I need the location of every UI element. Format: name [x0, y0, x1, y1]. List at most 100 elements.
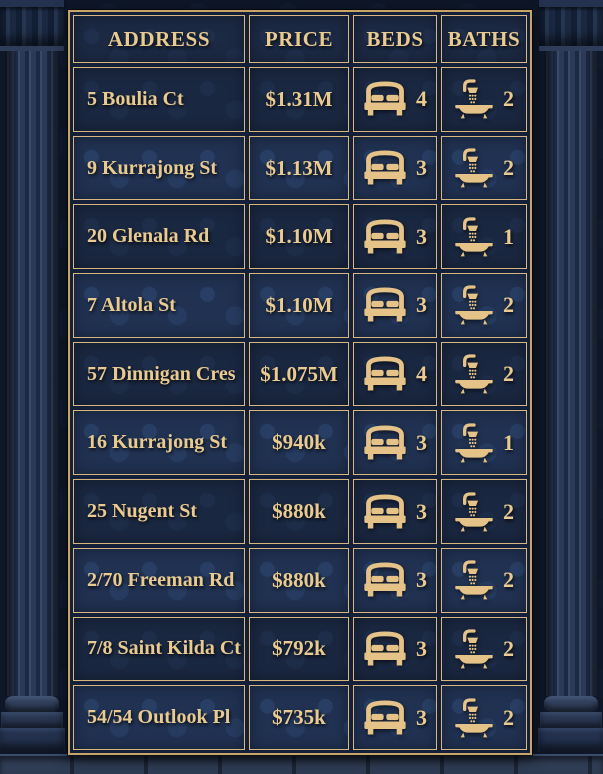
bed-icon [363, 81, 407, 117]
price-cell: $940k [249, 410, 349, 476]
baths-count: 2 [503, 292, 514, 318]
price-cell: $880k [249, 547, 349, 613]
bath-icon [454, 627, 494, 671]
address-cell: 57 Dinnigan Cres [73, 341, 245, 407]
address-cell: 54/54 Outlook Pl [73, 685, 245, 750]
right-pillar [538, 0, 603, 756]
baths-cell: 2 [441, 135, 527, 201]
bath-icon [454, 558, 494, 602]
bed-icon [363, 425, 407, 461]
price-text: $1.10M [265, 224, 333, 249]
bath-icon [454, 421, 494, 465]
address-text: 2/70 Freeman Rd [87, 568, 235, 591]
baths-count: 2 [503, 635, 514, 661]
beds-cell: 3 [353, 547, 437, 613]
beds-count: 3 [416, 155, 427, 181]
bath-icon [454, 696, 494, 740]
beds-count: 4 [416, 361, 427, 387]
bed-icon [363, 493, 407, 530]
bed-icon [363, 356, 407, 392]
address-text: 20 Glenala Rd [87, 225, 210, 248]
baths-count: 2 [503, 567, 514, 593]
listings-grid: ADDRESS PRICE BEDS BATHS 5 Boulia Ct $1.… [73, 15, 527, 750]
beds-cell: 3 [353, 479, 437, 544]
bed-icon [363, 631, 407, 667]
beds-cell: 3 [353, 410, 437, 476]
price-cell: $735k [249, 685, 349, 750]
price-cell: $1.10M [249, 204, 349, 270]
beds-count: 3 [416, 498, 427, 524]
price-text: $880k [272, 499, 326, 524]
price-cell: $1.075M [249, 341, 349, 407]
bath-icon [454, 77, 494, 121]
beds-cell: 3 [353, 135, 437, 201]
price-text: $1.10M [265, 292, 333, 317]
price-cell: $1.10M [249, 273, 349, 338]
left-pillar-base [0, 696, 65, 756]
address-cell: 20 Glenala Rd [73, 204, 245, 270]
bed-icon [363, 562, 407, 598]
header-baths: BATHS [441, 15, 527, 63]
left-pillar-shaft [5, 51, 59, 696]
price-text: $792k [272, 636, 326, 661]
beds-count: 3 [416, 429, 427, 455]
bed-icon [363, 287, 407, 323]
price-cell: $1.13M [249, 135, 349, 201]
price-cell: $880k [249, 479, 349, 544]
right-pillar-capital [539, 0, 603, 51]
address-text: 5 Boulia Ct [87, 87, 184, 110]
bed-icon [363, 219, 407, 255]
beds-count: 3 [416, 567, 427, 593]
price-text: $1.31M [265, 86, 333, 111]
listings-table: ADDRESS PRICE BEDS BATHS 5 Boulia Ct $1.… [68, 10, 532, 755]
address-cell: 2/70 Freeman Rd [73, 547, 245, 613]
header-address: ADDRESS [73, 15, 245, 63]
left-pillar-capital [0, 0, 64, 51]
header-beds: BEDS [353, 15, 437, 63]
beds-cell: 3 [353, 616, 437, 682]
beds-cell: 3 [353, 685, 437, 750]
beds-cell: 3 [353, 204, 437, 270]
baths-count: 2 [503, 704, 514, 730]
bath-icon [454, 215, 494, 259]
bath-icon [454, 146, 494, 190]
stone-floor [0, 754, 603, 774]
bath-icon [454, 490, 494, 534]
address-text: 7/8 Saint Kilda Ct [87, 637, 241, 660]
beds-count: 3 [416, 704, 427, 730]
address-text: 25 Nugent St [87, 500, 198, 523]
baths-cell: 2 [441, 616, 527, 682]
beds-cell: 4 [353, 341, 437, 407]
price-text: $735k [272, 705, 326, 730]
address-text: 9 Kurrajong St [87, 156, 217, 179]
baths-count: 1 [503, 223, 514, 249]
baths-cell: 2 [441, 273, 527, 338]
price-cell: $1.31M [249, 67, 349, 132]
baths-cell: 2 [441, 547, 527, 613]
bed-icon [363, 700, 407, 736]
baths-count: 2 [503, 155, 514, 181]
address-cell: 16 Kurrajong St [73, 410, 245, 476]
price-text: $940k [272, 430, 326, 455]
address-text: 16 Kurrajong St [87, 431, 227, 454]
address-text: 57 Dinnigan Cres [87, 362, 236, 385]
address-cell: 7/8 Saint Kilda Ct [73, 616, 245, 682]
baths-cell: 2 [441, 341, 527, 407]
price-text: $1.075M [260, 361, 338, 386]
beds-count: 3 [416, 223, 427, 249]
baths-count: 1 [503, 429, 514, 455]
address-cell: 9 Kurrajong St [73, 135, 245, 201]
address-cell: 7 Altola St [73, 273, 245, 338]
bed-icon [363, 150, 407, 186]
baths-cell: 1 [441, 204, 527, 270]
address-text: 54/54 Outlook Pl [87, 706, 231, 729]
right-pillar-shaft [544, 51, 598, 696]
baths-cell: 1 [441, 410, 527, 476]
beds-cell: 4 [353, 67, 437, 132]
beds-count: 3 [416, 292, 427, 318]
baths-cell: 2 [441, 479, 527, 544]
bath-icon [454, 283, 494, 327]
header-price: PRICE [249, 15, 349, 63]
right-pillar-base [538, 696, 603, 756]
address-cell: 5 Boulia Ct [73, 67, 245, 132]
